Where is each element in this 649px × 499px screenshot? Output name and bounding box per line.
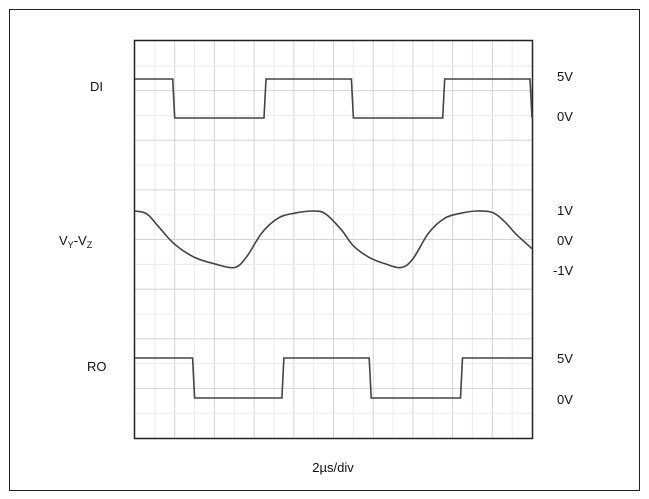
scale-label-vyvz-minus-1v: -1V [553, 263, 574, 278]
channel-label-vy-vz-sub-z: Z [87, 240, 93, 250]
scale-label-vyvz-1v: 1V [557, 203, 573, 218]
scale-label-di-5v: 5V [557, 69, 573, 84]
scale-label-di-0v: 0V [557, 109, 573, 124]
channel-label-vy-vz-main: V [59, 233, 68, 248]
channel-label-vy-vz-sub-y: Y [68, 240, 74, 250]
channel-label-vy-vz-mid: -V [74, 233, 87, 248]
scale-label-ro-5v: 5V [557, 351, 573, 366]
channel-label-di: DI [90, 79, 103, 94]
timebase-label: 2µs/div [312, 460, 354, 475]
scale-label-vyvz-0v: 0V [557, 233, 573, 248]
channel-label-ro: RO [87, 359, 107, 374]
trace-di [135, 78, 533, 119]
plot-border [133, 39, 534, 440]
trace-ro [135, 357, 532, 399]
graticule [135, 41, 532, 438]
channel-label-vy-vz: VY-VZ [59, 233, 93, 250]
outer-frame [9, 9, 640, 491]
trace-vy-vz [134, 210, 533, 269]
scale-label-ro-0v: 0V [557, 392, 573, 407]
